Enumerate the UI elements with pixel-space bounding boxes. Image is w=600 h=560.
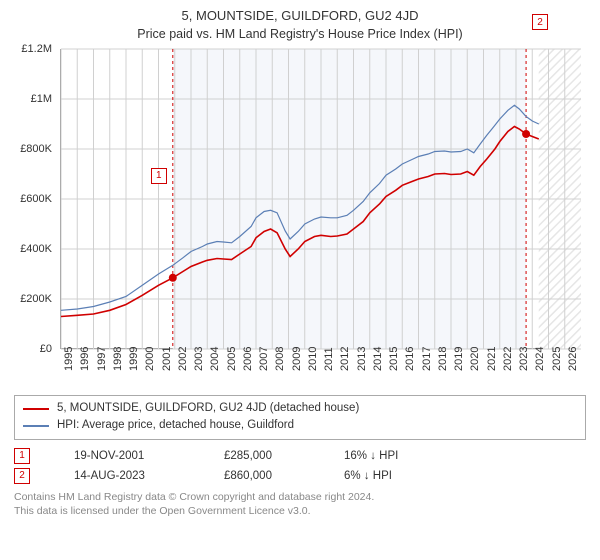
sale-marker-dot — [169, 274, 177, 282]
footer-line1: Contains HM Land Registry data © Crown c… — [14, 490, 586, 504]
y-tick-label: £200K — [20, 293, 52, 305]
x-tick-label: 2001 — [161, 347, 173, 371]
x-tick-label: 2003 — [193, 347, 205, 371]
legend-row: 5, MOUNTSIDE, GUILDFORD, GU2 4JD (detach… — [23, 400, 577, 417]
legend-label: HPI: Average price, detached house, Guil… — [57, 417, 294, 434]
chart-title: 5, MOUNTSIDE, GUILDFORD, GU2 4JD — [12, 8, 588, 23]
y-tick-label: £800K — [20, 143, 52, 155]
y-tick-label: £0 — [40, 343, 52, 355]
x-tick-label: 2009 — [291, 347, 303, 371]
sale-marker-badge: 1 — [151, 168, 167, 184]
x-tick-label: 2023 — [518, 347, 530, 371]
chart-area: £0£200K£400K£600K£800K£1M£1.2M 12 199519… — [12, 49, 588, 389]
x-tick-label: 1995 — [63, 347, 75, 371]
x-tick-label: 2008 — [274, 347, 286, 371]
x-tick-label: 2020 — [469, 347, 481, 371]
sale-delta: 16% ↓ HPI — [344, 450, 398, 462]
x-tick-label: 2012 — [339, 347, 351, 371]
x-tick-label: 2006 — [242, 347, 254, 371]
sale-row: 1 19-NOV-2001 £285,000 16% ↓ HPI — [14, 448, 586, 464]
x-tick-label: 2002 — [177, 347, 189, 371]
x-tick-label: 2007 — [258, 347, 270, 371]
sale-price: £285,000 — [224, 450, 304, 462]
legend-box: 5, MOUNTSIDE, GUILDFORD, GU2 4JD (detach… — [14, 395, 586, 440]
legend-swatch — [23, 408, 49, 410]
sale-row: 2 14-AUG-2023 £860,000 6% ↓ HPI — [14, 468, 586, 484]
x-tick-label: 2018 — [437, 347, 449, 371]
x-tick-label: 1999 — [128, 347, 140, 371]
sale-delta: 6% ↓ HPI — [344, 470, 392, 482]
x-tick-label: 2010 — [307, 347, 319, 371]
x-tick-label: 2015 — [388, 347, 400, 371]
sale-marker-badge: 2 — [532, 14, 548, 30]
chart-subtitle: Price paid vs. HM Land Registry's House … — [12, 27, 588, 41]
sale-marker-dot — [522, 130, 530, 138]
x-tick-label: 1996 — [79, 347, 91, 371]
y-axis-labels: £0£200K£400K£600K£800K£1M£1.2M — [12, 49, 56, 349]
legend-swatch — [23, 425, 49, 427]
x-tick-label: 1997 — [96, 347, 108, 371]
footer-attribution: Contains HM Land Registry data © Crown c… — [14, 490, 586, 518]
sale-badge: 2 — [14, 468, 30, 484]
x-tick-label: 2000 — [144, 347, 156, 371]
x-tick-label: 2025 — [551, 347, 563, 371]
x-tick-label: 2004 — [209, 347, 221, 371]
x-tick-label: 1998 — [112, 347, 124, 371]
sale-badge: 1 — [14, 448, 30, 464]
x-axis-labels: 1995 1996 1997 1998 1999 2000 2001 2002 2003 2004… — [60, 349, 580, 389]
x-tick-label: 2011 — [323, 347, 335, 371]
sale-date: 19-NOV-2001 — [74, 450, 184, 462]
x-tick-label: 2013 — [356, 347, 368, 371]
x-tick-label: 2017 — [421, 347, 433, 371]
y-tick-label: £400K — [20, 243, 52, 255]
plot-svg — [61, 49, 581, 349]
y-tick-label: £600K — [20, 193, 52, 205]
x-tick-label: 2005 — [226, 347, 238, 371]
y-tick-label: £1.2M — [21, 43, 52, 55]
legend-label: 5, MOUNTSIDE, GUILDFORD, GU2 4JD (detach… — [57, 400, 359, 417]
x-tick-label: 2024 — [534, 347, 546, 371]
y-tick-label: £1M — [31, 93, 52, 105]
x-tick-label: 2021 — [486, 347, 498, 371]
x-tick-label: 2019 — [453, 347, 465, 371]
footer-line2: This data is licensed under the Open Gov… — [14, 504, 586, 518]
sale-date: 14-AUG-2023 — [74, 470, 184, 482]
x-tick-label: 2022 — [502, 347, 514, 371]
x-tick-label: 2016 — [404, 347, 416, 371]
legend-row: HPI: Average price, detached house, Guil… — [23, 417, 577, 434]
sale-price: £860,000 — [224, 470, 304, 482]
x-tick-label: 2026 — [567, 347, 579, 371]
plot-region: 12 — [60, 49, 580, 349]
x-tick-label: 2014 — [372, 347, 384, 371]
sales-block: 1 19-NOV-2001 £285,000 16% ↓ HPI 2 14-AUG-202… — [12, 448, 588, 484]
